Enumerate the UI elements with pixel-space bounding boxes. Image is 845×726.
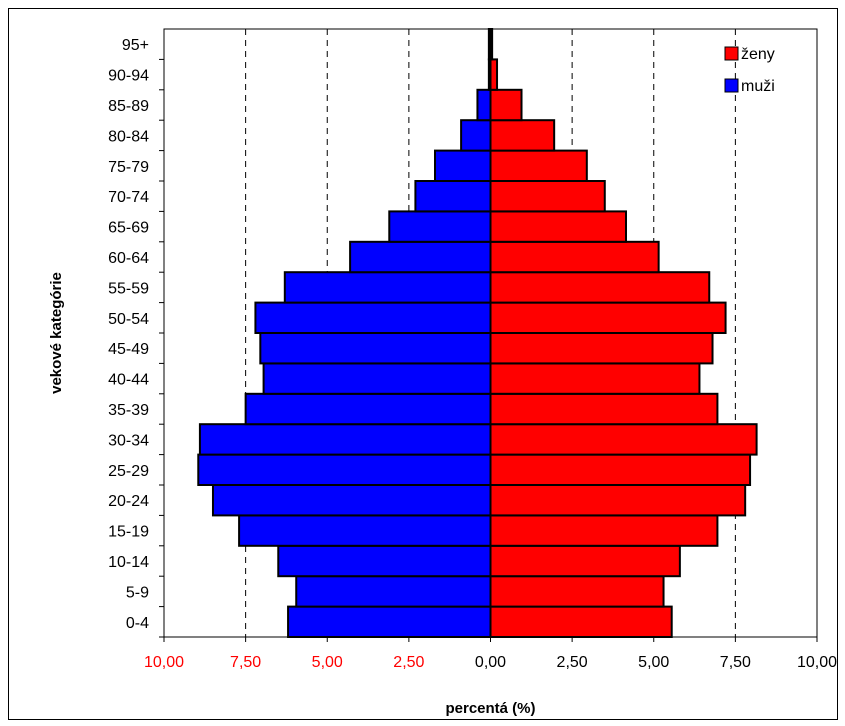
bar-muzi (259, 332, 492, 365)
y-tick-label: 40-44 (108, 372, 149, 389)
bar-muzi (287, 605, 492, 638)
bar-muzi (198, 423, 492, 456)
bar-zeny (489, 362, 701, 395)
population-pyramid-chart: 0-4 5-9 10-14 15-19 20-24 25-29 30-34 35-39 40-4… (48, 28, 837, 717)
bar-muzi (244, 392, 492, 426)
legend-label: muži (741, 78, 775, 95)
bar-zeny (489, 88, 523, 122)
x-tick-label: 0,00 (475, 654, 506, 671)
y-tick-label: 15-19 (108, 524, 149, 541)
bar-muzi (349, 240, 492, 274)
y-tick-label: 60-64 (108, 250, 149, 267)
bar-muzi (238, 514, 492, 547)
y-tick-label: 55-59 (108, 280, 149, 297)
y-tick-label: 95+ (122, 37, 149, 54)
bar-muzi (414, 180, 492, 213)
bar-muzi (433, 149, 492, 183)
y-tick-label: 20-24 (108, 493, 149, 510)
bar-zeny (489, 332, 714, 365)
y-tick-label: 85-89 (108, 98, 149, 115)
bar-muzi (277, 544, 492, 578)
y-axis-title: vekové kategórie (48, 272, 65, 394)
y-tick-label: 5-9 (126, 584, 149, 601)
y-tick-label: 45-49 (108, 341, 149, 358)
y-tick-label: 65-69 (108, 220, 149, 237)
y-tick-label: 10-14 (108, 554, 149, 571)
bar-zeny (489, 575, 665, 608)
y-tick-label: 30-34 (108, 432, 149, 449)
chart-frame: 0-4 5-9 10-14 15-19 20-24 25-29 30-34 35-39 40-4… (8, 8, 838, 720)
y-tick-label: 50-54 (108, 311, 149, 328)
x-tick-label: 2,50 (557, 654, 588, 671)
y-tick-label: 25-29 (108, 463, 149, 480)
bar-zeny (489, 514, 719, 547)
x-axis-title: percentá (%) (445, 700, 535, 717)
y-tick-label: 80-84 (108, 128, 149, 145)
bar-muzi (197, 453, 492, 487)
legend-label: ženy (741, 46, 775, 63)
bar-zeny (489, 423, 758, 456)
legend-swatch (724, 78, 739, 93)
x-tick-label: 5,00 (638, 654, 669, 671)
bar-muzi (254, 301, 492, 335)
bar-muzi (295, 575, 492, 608)
x-tick-label: 7,50 (230, 654, 261, 671)
x-tick-label: 7,50 (720, 654, 751, 671)
y-tick-label: 70-74 (108, 189, 149, 206)
bar-zeny (489, 453, 752, 487)
bar-muzi (388, 210, 492, 243)
x-tick-label: 10,00 (144, 654, 184, 671)
x-tick-label: 5,00 (312, 654, 343, 671)
bar-zeny (489, 240, 660, 274)
bar-zeny (489, 210, 627, 243)
bar-zeny (489, 180, 606, 213)
bar-muzi (476, 88, 492, 122)
bar-zeny (489, 484, 747, 517)
legend-swatch (724, 46, 739, 61)
bar-zeny (489, 544, 681, 578)
y-tick-label: 35-39 (108, 402, 149, 419)
y-tick-label: 0-4 (126, 615, 149, 632)
bar-zeny (489, 392, 719, 426)
bar-muzi (262, 362, 492, 395)
bar-zeny (489, 271, 711, 304)
bar-zeny (489, 605, 673, 638)
x-tick-label: 2,50 (393, 654, 424, 671)
y-tick-label: 75-79 (108, 159, 149, 176)
bar-zeny (489, 149, 588, 183)
bar-muzi (460, 119, 492, 152)
x-tick-label: 10,00 (797, 654, 837, 671)
bar-zeny (489, 301, 727, 335)
bar-zeny (489, 119, 556, 152)
bar-muzi (211, 484, 492, 517)
y-tick-label: 90-94 (108, 68, 149, 85)
bar-muzi (283, 271, 492, 304)
